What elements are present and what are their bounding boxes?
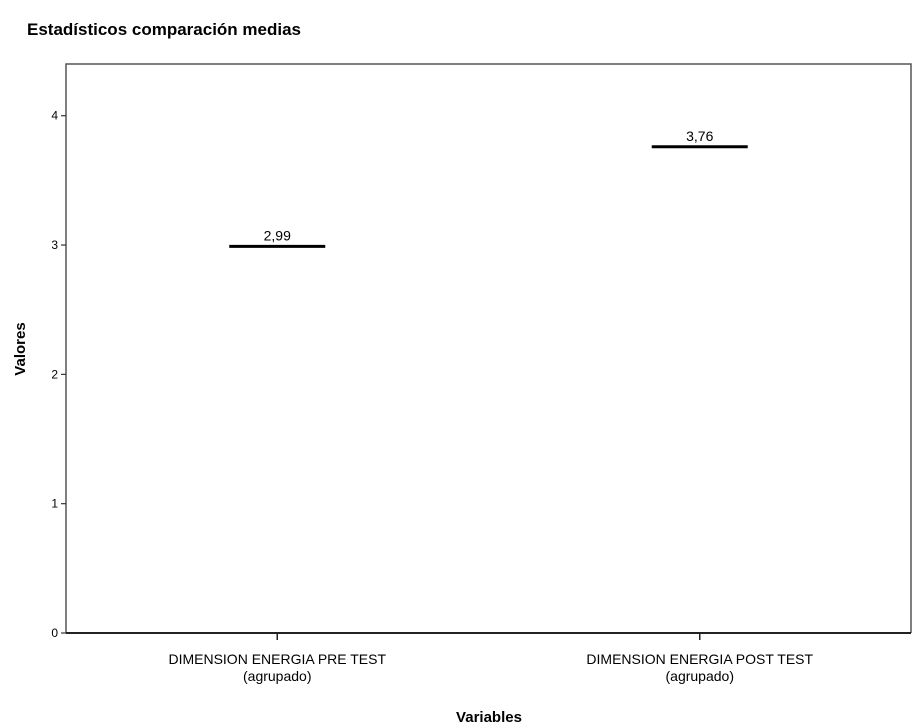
- data-marks: 2,99 3,76: [229, 128, 748, 248]
- y-tick-label: 1: [51, 497, 58, 511]
- x-axis-label: Variables: [456, 709, 522, 726]
- y-tick-label: 3: [51, 238, 58, 252]
- chart-title: Estadísticos comparación medias: [27, 20, 301, 39]
- y-tick-label: 4: [51, 109, 58, 123]
- data-label: 2,99: [264, 227, 291, 243]
- x-tick-label: (agrupado): [243, 668, 312, 684]
- plot-frame: [65, 63, 912, 633]
- y-axis-label: Valores: [12, 322, 29, 375]
- x-tick-label: DIMENSION ENERGIA POST TEST: [586, 651, 813, 667]
- x-tick-label: DIMENSION ENERGIA PRE TEST: [168, 651, 386, 667]
- y-tick-label: 0: [51, 626, 58, 640]
- x-tick-label: (agrupado): [666, 668, 735, 684]
- y-tick-label: 2: [51, 367, 58, 381]
- data-label: 3,76: [686, 128, 713, 144]
